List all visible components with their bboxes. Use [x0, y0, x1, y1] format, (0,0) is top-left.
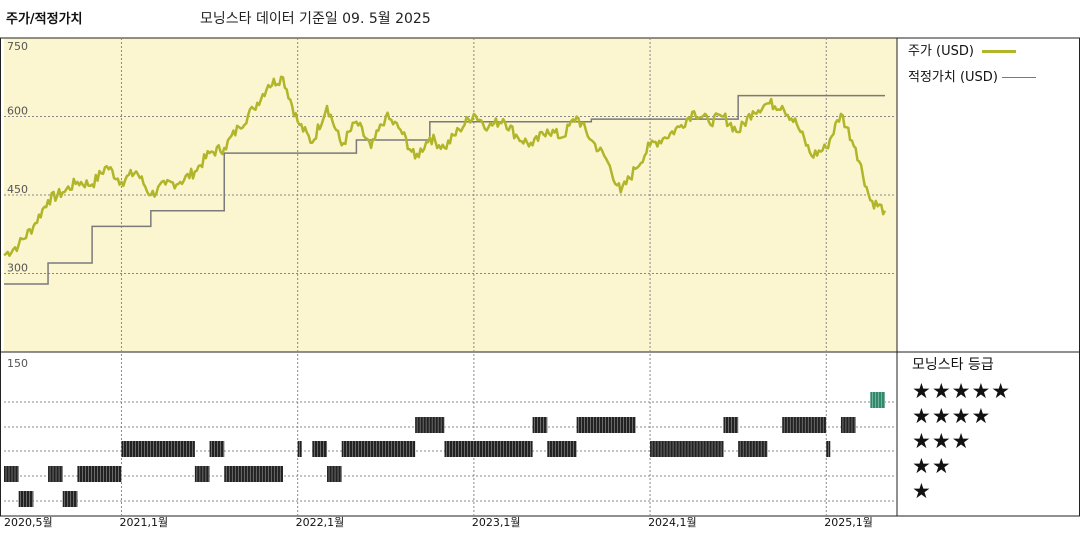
y-tick-label: 450	[7, 183, 28, 196]
rating-bar-3-star	[121, 441, 195, 457]
rating-bar-3-star	[341, 441, 416, 457]
data-date-subtitle: 모닝스타 데이터 기준일 09. 5월 2025	[200, 11, 431, 27]
x-tick-label: 2020,5월	[4, 516, 53, 529]
price-line	[3, 75, 887, 257]
fair-value-line	[4, 94, 885, 285]
legend-price-label: 주가 (USD)	[908, 44, 974, 59]
rating-bar-3-star	[650, 441, 724, 457]
rating-bar-2-star	[4, 466, 19, 482]
rating-bar-4-star	[782, 417, 827, 433]
stars-2-label: ★★	[912, 454, 952, 478]
rating-panel-title: 모닝스타 등급	[912, 357, 994, 373]
rating-bar-4-star	[723, 417, 739, 433]
x-tick-label: 2022,1월	[296, 516, 345, 529]
y-tick-label: 600	[7, 105, 28, 118]
rating-bar-3-star	[738, 441, 768, 457]
rating-bar-4-star	[576, 417, 636, 433]
legend-price-swatch	[982, 50, 1017, 53]
x-tick-label: 2023,1월	[472, 516, 521, 529]
y-tick-label: 150	[7, 357, 28, 370]
rating-bar-3-star	[444, 441, 533, 457]
stars-1-label: ★	[912, 479, 932, 503]
chart-title: 주가/적정가치	[6, 12, 83, 27]
x-tick-label: 2021,1월	[119, 516, 168, 529]
rating-bar-4-star	[840, 417, 856, 433]
x-tick-label: 2025,1월	[824, 516, 873, 529]
stars-4-label: ★★★★	[912, 404, 992, 428]
legend-fair-swatch	[1002, 77, 1037, 78]
rating-bar-2-star	[48, 466, 63, 482]
rating-bar-3-star	[209, 441, 225, 457]
rating-bar-4-star	[532, 417, 548, 433]
rating-bar-2-star	[77, 466, 122, 482]
rating-bar-1-star	[18, 491, 34, 507]
x-tick-label: 2024,1월	[648, 516, 697, 529]
rating-bar-3-star	[297, 441, 302, 457]
stars-3-label: ★★★	[912, 429, 972, 453]
legend-fair-label: 적정가치 (USD)	[908, 70, 998, 85]
stars-5-label: ★★★★★	[912, 379, 1012, 403]
rating-bar-5-star	[870, 392, 885, 408]
rating-bar-2-star	[327, 466, 342, 482]
rating-bar-4-star	[415, 417, 445, 433]
rating-plot-area	[4, 352, 897, 516]
legend-price: 주가 (USD)	[908, 40, 1017, 59]
rating-bar-3-star	[826, 441, 831, 457]
rating-bar-3-star	[547, 441, 577, 457]
rating-bar-1-star	[62, 491, 78, 507]
y-tick-label: 300	[7, 262, 28, 275]
y-tick-label: 750	[7, 40, 28, 53]
rating-bar-2-star	[194, 466, 210, 482]
legend-fair-value: 적정가치 (USD)	[908, 66, 1037, 85]
rating-bar-2-star	[224, 466, 283, 482]
rating-bar-3-star	[312, 441, 328, 457]
